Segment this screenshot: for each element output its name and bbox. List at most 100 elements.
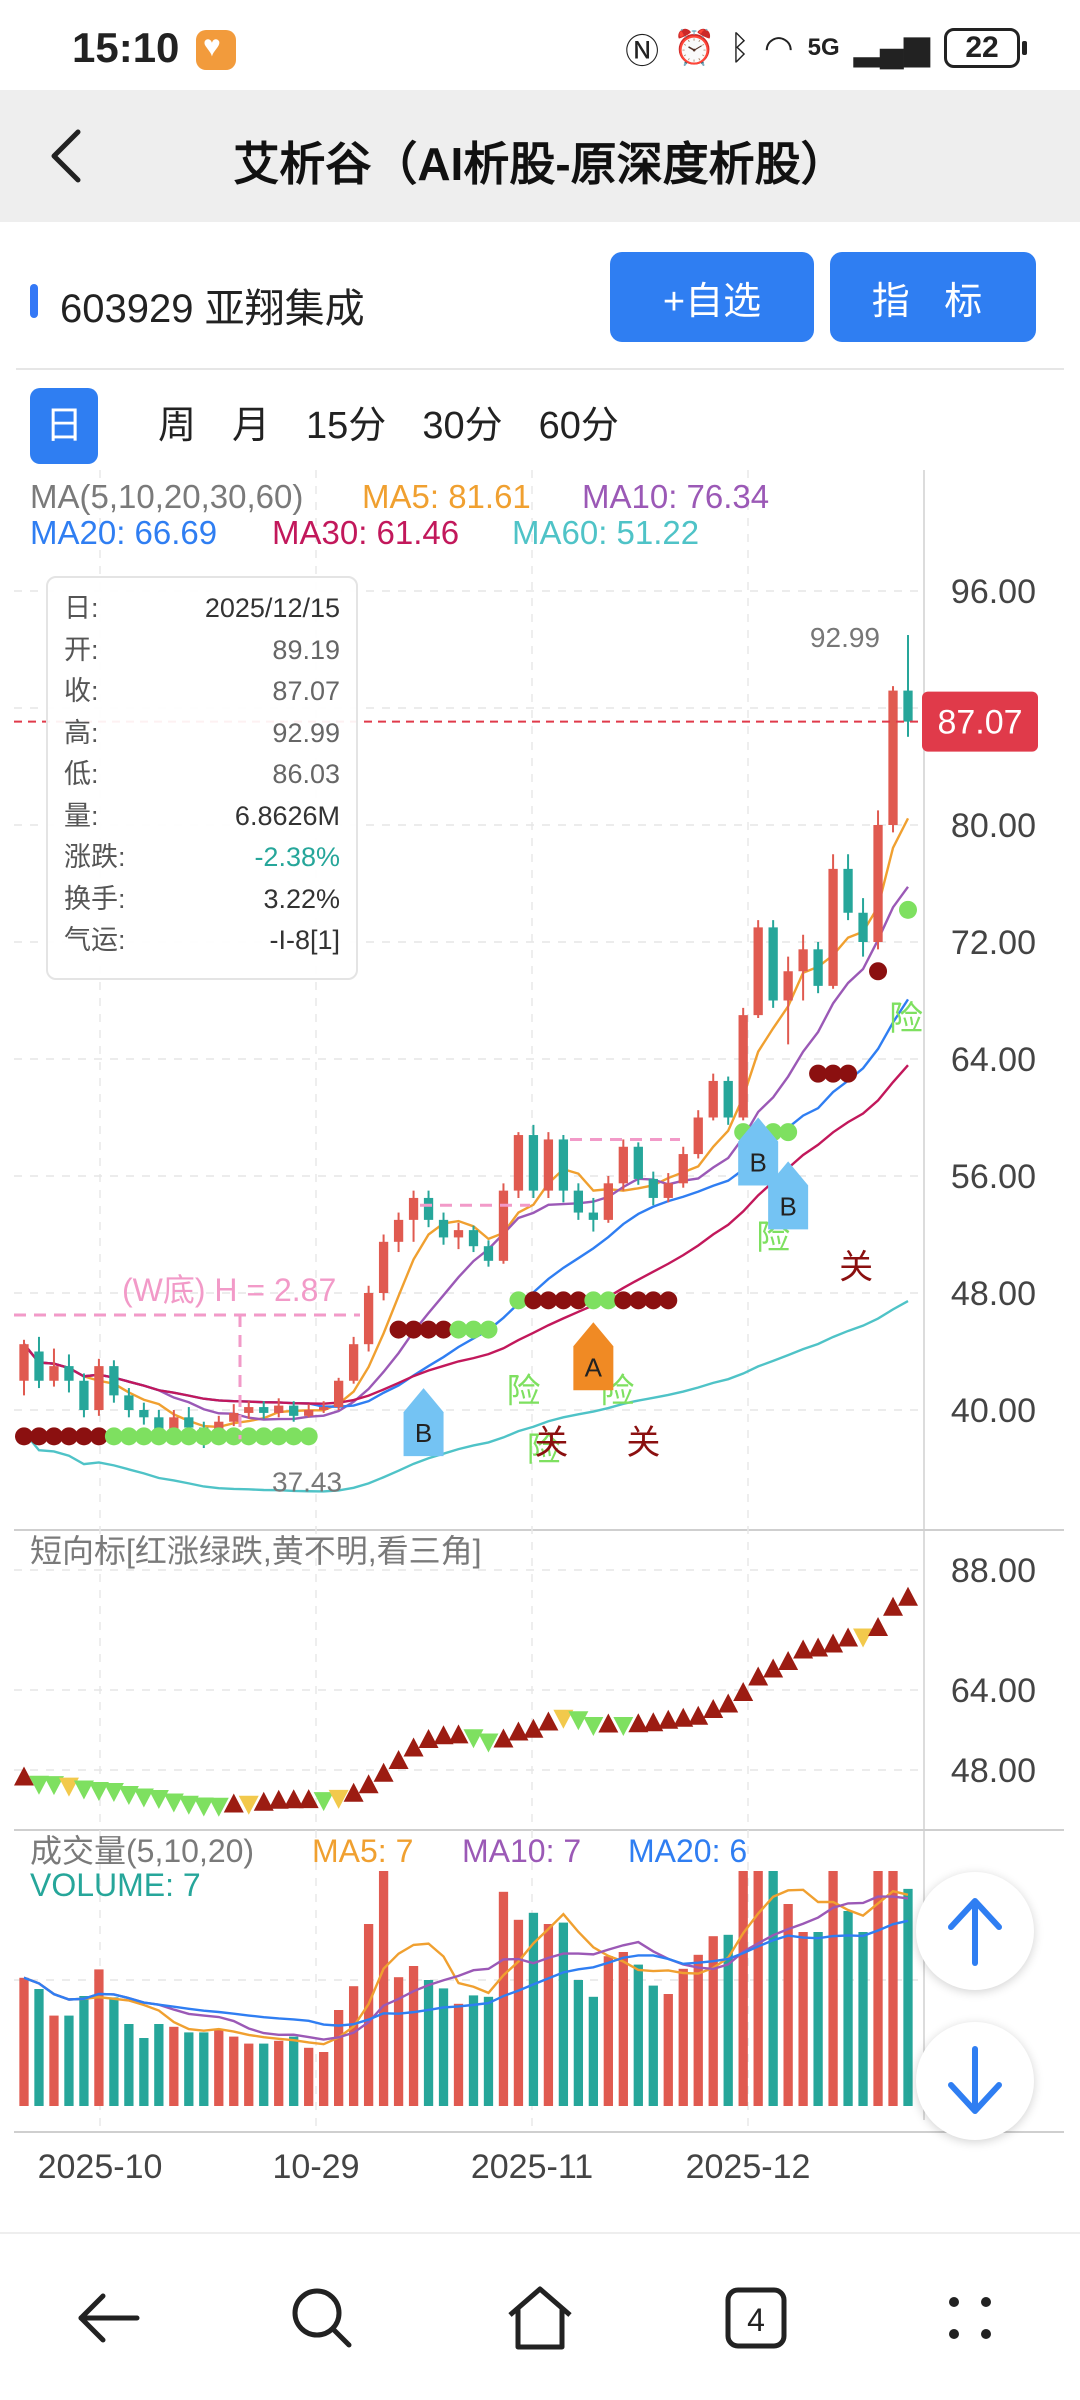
signal-pin [768,1161,809,1230]
divider [16,368,1064,370]
signal-dot [284,1427,303,1446]
candle-body [903,690,913,722]
trend-triangle [58,1777,79,1797]
volume-bar [618,1952,628,2106]
volume-bar [573,1980,584,2106]
add-watchlist-button[interactable]: +自选 [610,252,814,342]
signal-dot [614,1291,633,1310]
volume-bar [738,1871,748,2106]
candle-body [603,1183,613,1220]
info-row: 高: 92.99 [64,713,340,755]
nav-bar: 艾析谷（AI析股-原深度析股） [0,90,1080,222]
trend-triangle [508,1721,529,1741]
signal-dot [539,1291,558,1310]
trend-triangle [883,1596,904,1616]
candle-body [753,927,763,1016]
signal-dot [74,1427,93,1446]
menu-icon [949,2297,991,2339]
pattern-label: (W底) H = 2.87 [122,1272,336,1308]
info-key: 日: [64,593,99,623]
nav-menu-button[interactable] [920,2268,1020,2368]
volume-bar [558,1922,569,2106]
ma-line-10 [23,886,909,1421]
info-value: 3.22% [263,883,340,914]
info-key: 高: [64,717,99,748]
tab-period-2[interactable]: 月 [232,405,271,447]
nav-home-button[interactable] [490,2268,590,2368]
volume-bar [214,2029,224,2106]
volume-bar [528,1912,539,2106]
indicator-button[interactable]: 指 标 [830,252,1036,342]
signal-dot [404,1320,423,1339]
trend-triangle [298,1789,319,1809]
nav-search-button[interactable] [272,2268,372,2368]
volume-bar [139,2038,149,2106]
candle-body [94,1366,104,1410]
signal-dot [239,1427,258,1446]
volume-ma-line [23,1888,909,2046]
stock-name: 603929 亚翔集成 [60,287,365,331]
signal-dot [869,962,888,981]
tab-period-1[interactable]: 周 [158,405,197,447]
app-notification-icon [196,30,236,70]
bottom-nav: 4 [0,2232,1080,2400]
signal-dot [149,1427,168,1446]
page-title: 艾析谷（AI析股-原深度析股） [233,138,847,190]
nav-tabs-button[interactable]: 4 [706,2268,806,2368]
candle-body [723,1080,733,1118]
volume-bar [393,1977,404,2106]
signal-dot [824,1064,843,1083]
trend-triangle [433,1725,454,1745]
tab-period-0[interactable]: 日 [30,388,98,464]
candle-body [438,1219,449,1238]
signal-label: 险 [889,1000,923,1038]
price-tick-label: 80.00 [951,807,1036,845]
x-axis-label: 2025-10 [38,2148,163,2186]
candle-body [64,1366,74,1381]
scroll-up-button[interactable] [916,1872,1034,1990]
wifi-icon: ◠ [763,29,794,67]
trend-triangle [163,1793,184,1813]
trend-triangle [103,1783,124,1802]
trend-triangle [763,1658,784,1678]
trend-triangle [193,1797,214,1817]
volume-bar [319,2052,329,2106]
candle-body [408,1197,419,1220]
candle-body [588,1212,599,1220]
low-marker: 37.43 [272,1467,342,1498]
signal-label: 关 [626,1424,660,1462]
nav-back-button[interactable] [58,2268,158,2368]
candle-body [558,1139,569,1191]
info-row: 换手: 3.22% [64,879,340,921]
ma-legend-item: MA60: 51.22 [512,514,699,551]
trend-triangle [718,1693,739,1713]
tab-period-3[interactable]: 15分 [306,405,387,447]
info-row: 量: 6.8626M [64,796,340,838]
signal-dot [104,1427,123,1446]
tab-period-4[interactable]: 30分 [422,405,503,447]
home-icon [508,2286,572,2350]
candle-body [259,1407,269,1413]
signal-dot [29,1427,48,1446]
scroll-down-button[interactable] [916,2022,1034,2140]
volume-label: VOLUME: 7 [30,1867,201,1903]
volume-bar [693,1954,703,2106]
trend-triangle [658,1709,679,1729]
back-button[interactable] [26,116,106,196]
ma-legend-item: MA5: 81.61 [362,478,531,515]
candle-body [124,1395,134,1410]
trend-triangle [148,1790,169,1809]
volume-bar [304,2047,314,2106]
signal-dot [179,1427,198,1446]
signal-dot [15,1427,33,1446]
candle-body [109,1366,119,1396]
ma-line-5 [23,817,910,1429]
signal-dot [554,1291,573,1310]
ma-legend-item: MA30: 61.46 [272,514,459,551]
x-axis-label: 2025-11 [471,2148,593,2186]
high-marker: 92.99 [810,622,880,653]
candle-body [289,1405,299,1416]
tab-period-5[interactable]: 60分 [538,405,619,447]
trend-triangle [118,1786,139,1805]
volume-bar [169,2026,179,2106]
